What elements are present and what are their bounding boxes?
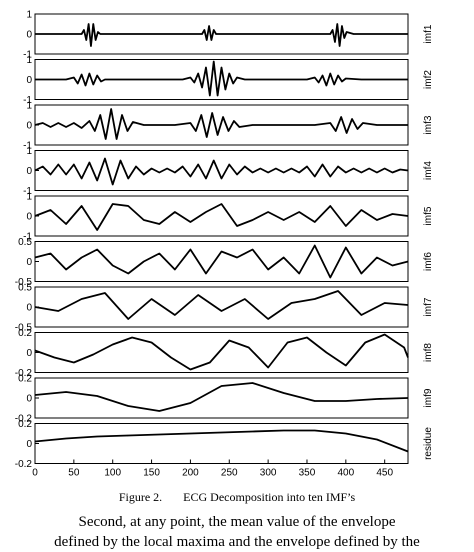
y-tick-label: 0 [26, 30, 32, 41]
text-line: defined by the local maxima and the enve… [54, 534, 420, 550]
y-axis-label: imf6 [423, 252, 434, 271]
y-axis-label: imf7 [423, 297, 434, 316]
y-tick-label: -1 [23, 95, 32, 106]
y-tick-label: -0.5 [15, 277, 33, 288]
y-tick-label: 0 [26, 257, 32, 268]
x-tick-label: 150 [143, 468, 160, 479]
y-tick-label: 1 [26, 55, 32, 66]
text-line: Second, at any point, the mean value of … [78, 514, 396, 530]
y-tick-label: 0 [26, 121, 32, 132]
x-tick-label: 400 [337, 468, 354, 479]
signal-line [34, 244, 409, 279]
y-tick-label: 0.5 [18, 283, 32, 294]
y-tick-label: 0.2 [18, 374, 32, 385]
y-tick-label: 0 [26, 439, 32, 450]
y-axis-label: imf5 [423, 206, 434, 225]
y-tick-label: 0 [26, 75, 32, 86]
y-axis-label: imf8 [423, 343, 434, 362]
signal-line [34, 203, 409, 231]
panel-frame [34, 423, 409, 464]
figure: -1 0 1 imf1 -1 0 1 imf2 -1 0 1 imf3 -1 0 1 imf4 -1 0 1 imf5… [15, 10, 434, 479]
y-axis-label: imf9 [423, 388, 434, 407]
panel-frame [34, 195, 409, 237]
panel-frame [34, 241, 409, 282]
signal-line [35, 23, 408, 47]
signal-line [34, 108, 408, 140]
y-axis-label: residue [423, 427, 434, 460]
y-tick-label: -1 [23, 141, 32, 152]
y-tick-label: 1 [26, 10, 32, 21]
signal-line [34, 157, 409, 186]
signal-line [35, 60, 408, 97]
x-tick-label: 50 [68, 468, 80, 479]
y-tick-label: 0 [26, 212, 32, 223]
panel-frame [34, 286, 409, 328]
signal-line [34, 382, 409, 412]
y-tick-label: -1 [23, 186, 32, 197]
panel-frame [34, 150, 409, 191]
x-tick-label: 0 [32, 468, 38, 479]
y-axis-label: imf4 [423, 161, 434, 180]
signal-line [34, 333, 409, 371]
y-tick-label: 0.2 [18, 419, 32, 430]
y-tick-label: 0 [26, 303, 32, 314]
x-tick-label: 100 [104, 468, 121, 479]
y-tick-label: -0.2 [15, 368, 33, 379]
y-tick-label: -0.2 [15, 414, 33, 425]
y-tick-label: -0.5 [15, 323, 33, 334]
panel-frame [34, 377, 409, 419]
signal-line [34, 290, 409, 320]
y-tick-label: 0 [26, 166, 32, 177]
caption: Figure 2. ECG Decomposition into ten IMF… [0, 490, 474, 505]
body-text: Second, at any point, the mean value of … [0, 512, 474, 552]
y-tick-label: 1 [26, 146, 32, 157]
y-tick-label: 0 [26, 394, 32, 405]
y-axis-label: imf1 [423, 24, 434, 43]
x-tick-label: 300 [260, 468, 277, 479]
signal-line [34, 429, 409, 453]
y-tick-label: -1 [23, 232, 32, 243]
y-tick-label: 0.5 [18, 237, 32, 248]
y-tick-label: 1 [26, 192, 32, 203]
x-tick-label: 250 [221, 468, 238, 479]
x-tick-label: 200 [182, 468, 199, 479]
panel-frame [34, 332, 409, 373]
x-tick-label: 350 [299, 468, 316, 479]
caption-text: ECG Decomposition into ten IMF’s [183, 490, 356, 504]
x-tick-label: 450 [376, 468, 393, 479]
caption-label: Figure 2. [118, 490, 163, 504]
y-tick-label: 0 [26, 348, 32, 359]
y-tick-label: -0.2 [15, 459, 33, 470]
y-axis-label: imf2 [423, 70, 434, 89]
y-axis-label: imf3 [423, 115, 434, 134]
y-tick-label: 1 [26, 101, 32, 112]
y-tick-label: 0.2 [18, 328, 32, 339]
y-tick-label: -1 [23, 50, 32, 61]
